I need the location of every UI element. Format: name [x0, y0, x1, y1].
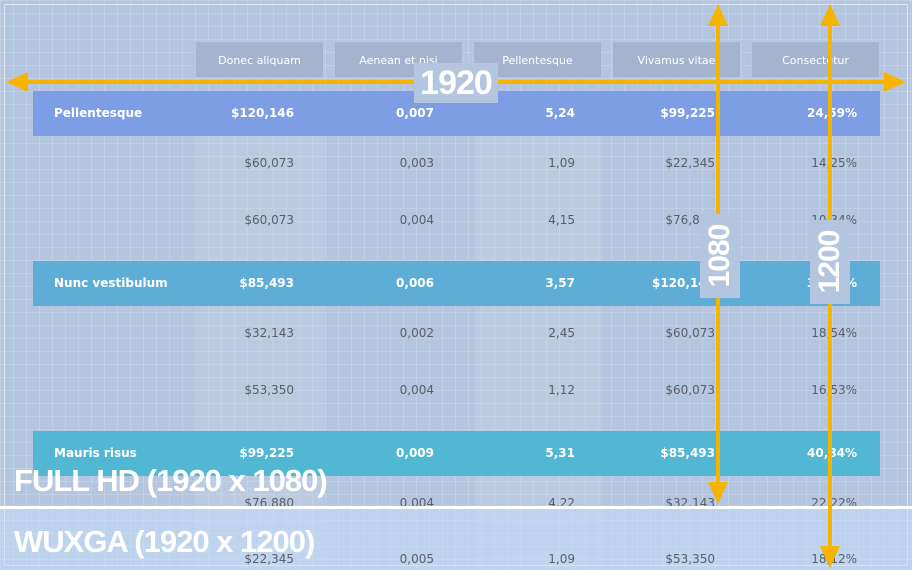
table-cell: $85,493 — [660, 446, 715, 460]
table-cell: $53,350 — [244, 383, 294, 397]
width-label: 1920 — [414, 63, 498, 103]
table-cell: $60,073 — [665, 383, 715, 397]
table-cell: 0,007 — [396, 106, 434, 120]
height-1080-arrow-bottom-head — [708, 482, 728, 504]
table-cell: 1,09 — [548, 552, 575, 566]
table-cell: 24,59% — [807, 106, 857, 120]
column-shade — [197, 100, 324, 570]
table-cell: 1,09 — [548, 156, 575, 170]
table-cell: 0,003 — [399, 156, 434, 170]
table-cell: $53,350 — [665, 552, 715, 566]
wuxga-extra-area — [0, 509, 912, 570]
table-cell: 18,12% — [811, 552, 857, 566]
table-cell: $120,146 — [230, 106, 294, 120]
column-shade — [475, 100, 602, 570]
table-cell: 0,004 — [399, 213, 434, 227]
table-cell: 2,45 — [548, 326, 575, 340]
table-cell: $120,146 — [651, 276, 715, 290]
table-cell: $60,073 — [244, 213, 294, 227]
table-cell: $22,345 — [665, 156, 715, 170]
height-1200-label-box: 1200 — [810, 220, 850, 304]
column-header: Donec aliquam — [195, 41, 324, 78]
table-cell: 5,24 — [545, 106, 575, 120]
table-cell: 0,009 — [396, 446, 434, 460]
fullhd-boundary-line — [0, 506, 912, 509]
height-1080-label: 1080 — [703, 224, 736, 288]
table-cell: 4,15 — [548, 213, 575, 227]
table-cell: $60,073 — [244, 156, 294, 170]
height-1200-label: 1200 — [813, 230, 846, 294]
width-arrow-right-head — [884, 72, 906, 92]
group-label: Nunc vestibulum — [54, 276, 168, 290]
table-cell: $85,493 — [239, 276, 294, 290]
group-label: Pellentesque — [54, 106, 143, 120]
table-cell: 0,004 — [399, 383, 434, 397]
table-cell: 3,57 — [545, 276, 575, 290]
table-cell: 1,12 — [548, 383, 575, 397]
group-band — [33, 431, 880, 476]
table-cell: 40,84% — [807, 446, 857, 460]
table-cell: 0,006 — [396, 276, 434, 290]
frame-border — [4, 4, 908, 566]
wuxga-label: WUXGA (1920 x 1200) — [14, 524, 315, 559]
width-arrow-left-head — [6, 72, 28, 92]
column-header: Consectetur — [751, 41, 880, 78]
height-1080-label-box: 1080 — [700, 214, 740, 298]
table-cell: $22,345 — [244, 552, 294, 566]
height-1080-arrow-top-head — [708, 4, 728, 26]
table-cell: 16,53% — [811, 383, 857, 397]
table-cell: 0,002 — [399, 326, 434, 340]
group-label: Mauris risus — [54, 446, 137, 460]
height-1200-arrow-top-head — [820, 4, 840, 26]
fullhd-label: FULL HD (1920 x 1080) — [14, 463, 328, 498]
table-cell: $99,225 — [660, 106, 715, 120]
table-cell: 0,005 — [399, 552, 434, 566]
table-cell: $60,073 — [665, 326, 715, 340]
height-1200-arrow-bottom-head — [820, 546, 840, 568]
table-cell: $99,225 — [239, 446, 294, 460]
table-cell: 5,31 — [545, 446, 575, 460]
table-cell: $32,143 — [244, 326, 294, 340]
table-cell: 14,25% — [811, 156, 857, 170]
table-cell: 18,54% — [811, 326, 857, 340]
